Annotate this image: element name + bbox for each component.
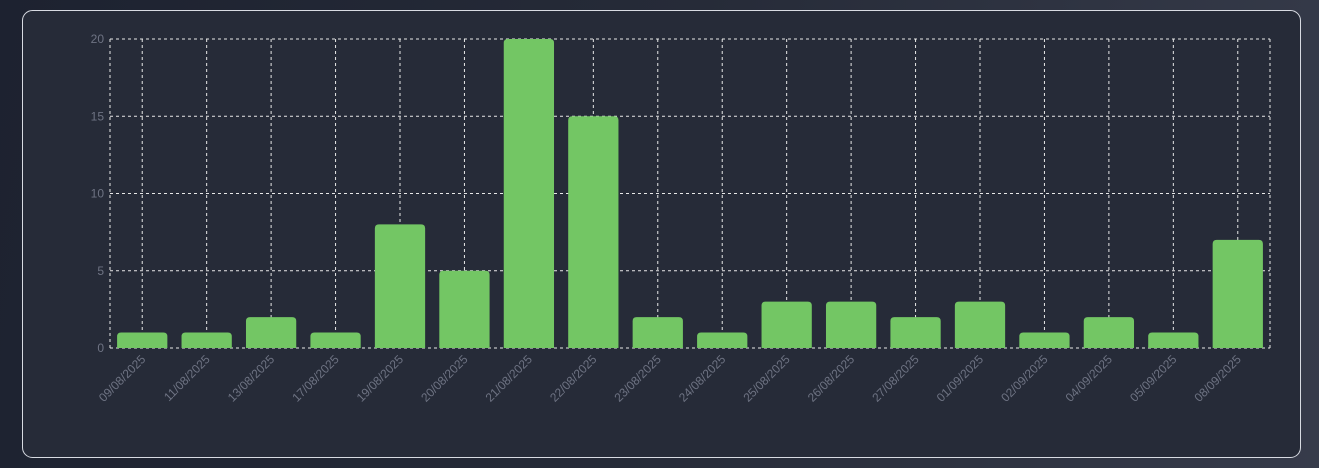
bar xyxy=(568,116,619,348)
bar xyxy=(310,332,361,348)
bar xyxy=(697,332,748,348)
bar xyxy=(245,317,297,348)
y-tick-label: 0 xyxy=(97,341,104,355)
y-tick-label: 15 xyxy=(91,109,105,123)
bar xyxy=(1019,332,1070,348)
bar xyxy=(632,317,683,348)
bar xyxy=(117,332,168,348)
bar xyxy=(761,301,812,348)
bar xyxy=(954,301,1006,348)
bar xyxy=(825,301,877,348)
bar xyxy=(374,224,426,348)
bar xyxy=(1212,239,1263,348)
y-tick-label: 20 xyxy=(91,32,105,46)
bar xyxy=(439,270,490,348)
bar xyxy=(1083,317,1135,348)
bar xyxy=(1148,332,1199,348)
bar xyxy=(890,317,941,348)
y-tick-label: 10 xyxy=(91,187,105,201)
y-tick-label: 5 xyxy=(97,264,104,278)
bar xyxy=(181,332,232,348)
bar xyxy=(503,39,555,348)
